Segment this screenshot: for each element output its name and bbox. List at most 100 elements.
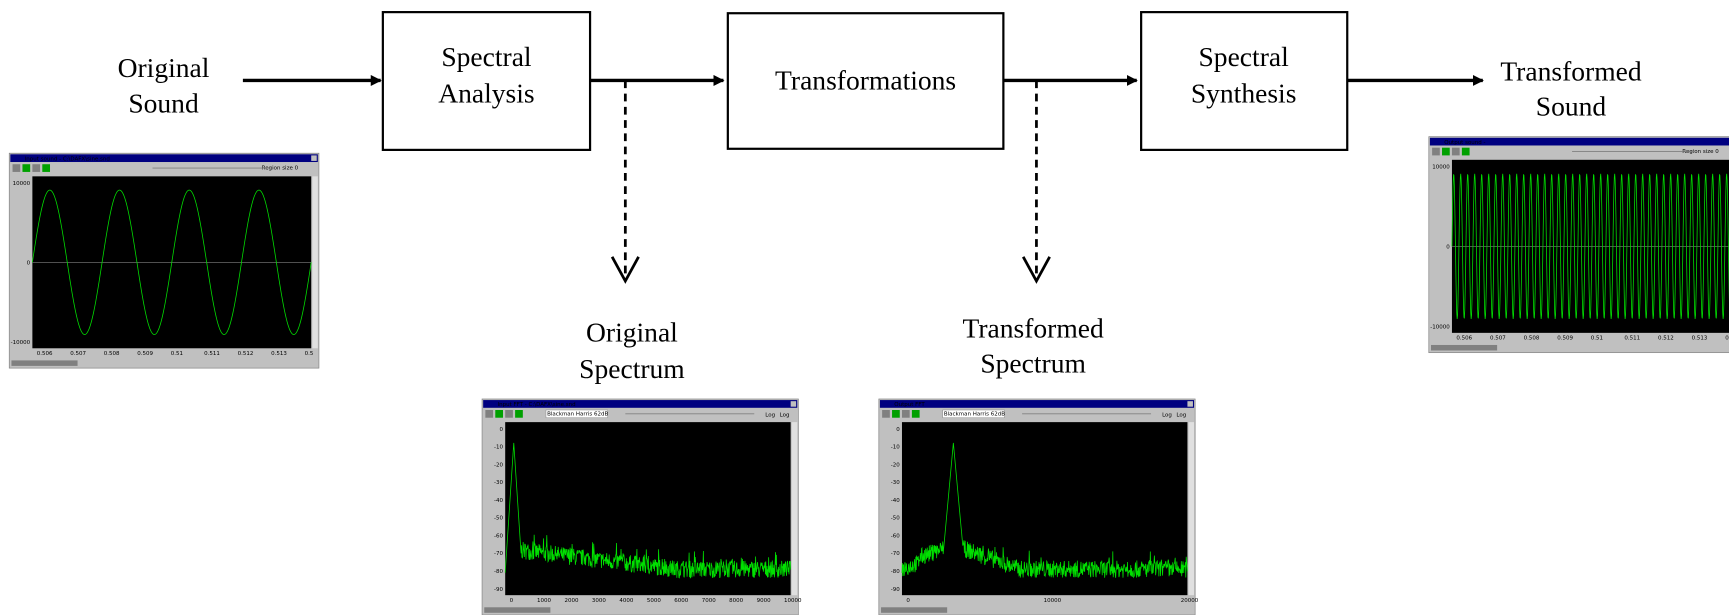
block-label: Spectral: [1199, 41, 1290, 72]
input-label: Sound: [128, 87, 199, 118]
tool-icon: [13, 164, 21, 172]
block-label: Spectral: [441, 41, 532, 72]
x-tick-label: 0.513: [271, 351, 287, 357]
y-tick-label: -30: [494, 480, 503, 486]
x-tick-label: 10000: [784, 598, 802, 604]
app-window: Output FFT Blackman Harris 62dB Log Log 0 -10…: [879, 399, 1199, 615]
y-tick-label: -10000: [1430, 324, 1450, 330]
y-tick-label: -20: [891, 462, 900, 468]
window-title: Output sound -: [1444, 140, 1485, 146]
y-tick-label: -10: [494, 445, 503, 451]
x-tick-label: 0: [906, 598, 910, 604]
tool-icon: [892, 410, 900, 418]
tool-icon: [495, 410, 503, 418]
tool-icon: [1462, 148, 1470, 156]
close-button: [791, 401, 797, 407]
y-tick-label: -60: [891, 533, 900, 539]
tool-icon: [515, 410, 523, 418]
x-tick-label: 4000: [619, 598, 633, 604]
app-window: Input FFT - C:\DAFX\sine.snd Blackman Har…: [482, 399, 802, 615]
x-tick-label: 8000: [729, 598, 743, 604]
tool-icon: [882, 410, 890, 418]
scale-toggle: Log: [1176, 413, 1186, 419]
x-tick-label: 0.512: [238, 351, 254, 357]
input-label: Original: [118, 52, 210, 83]
close-button: [1187, 401, 1193, 407]
y-tick-label: -90: [494, 587, 503, 593]
y-tick-label: -60: [494, 533, 503, 539]
tool-icon: [1452, 148, 1460, 156]
y-tick-label: -10000: [11, 340, 31, 346]
y-tick-label: -40: [494, 498, 503, 504]
region-size: Region size 0: [262, 166, 299, 172]
scale-toggle: Log: [765, 413, 775, 419]
x-tick-label: 1000: [537, 598, 551, 604]
x-tick-label: 0.51: [1591, 335, 1603, 341]
scrollbar: [792, 422, 798, 595]
y-tick-label: -80: [891, 569, 900, 575]
x-tick-label: 0.512: [1658, 335, 1674, 341]
x-tick-label: 0.5: [305, 351, 314, 357]
y-tick-label: -70: [891, 551, 900, 557]
y-tick-label: 0: [499, 427, 503, 433]
block-label: Analysis: [438, 78, 534, 109]
status-bar: [11, 360, 77, 366]
tool-icon: [22, 164, 30, 172]
output-label: Transformed: [962, 312, 1104, 343]
window-title: Input FFT - C:\DAFX\sine.snd: [497, 402, 575, 408]
x-tick-label: 0.509: [137, 351, 153, 357]
window-title: Input sound - C:\DAFX\sine.snd: [25, 156, 110, 162]
y-tick-label: -10: [891, 445, 900, 451]
y-tick-label: -50: [891, 516, 900, 522]
output-label: Original: [586, 317, 678, 348]
tool-icon: [485, 410, 493, 418]
x-tick-label: 0.507: [70, 351, 86, 357]
plot-area: [902, 422, 1187, 595]
scrollbar: [312, 176, 318, 348]
y-tick-label: 10000: [13, 181, 31, 187]
x-tick-label: 0: [510, 598, 514, 604]
x-tick-label: 6000: [674, 598, 688, 604]
x-tick-label: 0.: [1725, 335, 1729, 341]
scale-toggle: Log: [1162, 413, 1172, 419]
page: Spectral Analysis Transformations Spectr…: [0, 0, 1729, 615]
block-label: Transformations: [775, 64, 956, 95]
scrollbar: [1189, 422, 1195, 595]
x-tick-label: 0.51: [171, 351, 183, 357]
x-tick-label: 0.506: [37, 351, 53, 357]
window-type: Blackman Harris 62dB: [944, 412, 1005, 418]
x-tick-label: 0.509: [1557, 335, 1573, 341]
output-label: Sound: [1536, 91, 1607, 122]
app-window: Input sound - C:\DAFX\sine.snd Region siz…: [9, 153, 319, 368]
x-tick-label: 0.513: [1692, 335, 1708, 341]
block-label: Synthesis: [1191, 78, 1297, 109]
window-title: Output FFT: [894, 402, 925, 408]
x-tick-label: 10000: [1044, 598, 1062, 604]
y-tick-label: -20: [494, 462, 503, 468]
tool-icon: [902, 410, 910, 418]
x-tick-label: 7000: [702, 598, 716, 604]
x-tick-label: 9000: [757, 598, 771, 604]
region-size: Region size 0: [1682, 149, 1719, 155]
output-label: Transformed: [1500, 55, 1642, 86]
y-tick-label: 10000: [1432, 165, 1450, 171]
x-tick-label: 5000: [647, 598, 661, 604]
y-tick-label: -50: [494, 516, 503, 522]
output-label: Spectrum: [980, 348, 1086, 379]
status-bar: [484, 607, 550, 613]
x-tick-label: 0.508: [1524, 335, 1540, 341]
status-bar: [881, 607, 947, 613]
window-type: Blackman Harris 62dB: [547, 412, 608, 418]
scale-toggle: Log: [780, 413, 790, 419]
y-tick-label: -70: [494, 551, 503, 557]
y-tick-label: -40: [891, 498, 900, 504]
tool-icon: [912, 410, 920, 418]
y-tick-label: 0: [896, 427, 900, 433]
x-tick-label: 20000: [1181, 598, 1199, 604]
x-tick-label: 2000: [564, 598, 578, 604]
close-button: [311, 155, 317, 161]
y-tick-label: 0: [1446, 245, 1450, 251]
y-tick-label: -30: [891, 480, 900, 486]
tool-icon: [42, 164, 50, 172]
y-tick-label: -90: [891, 587, 900, 593]
